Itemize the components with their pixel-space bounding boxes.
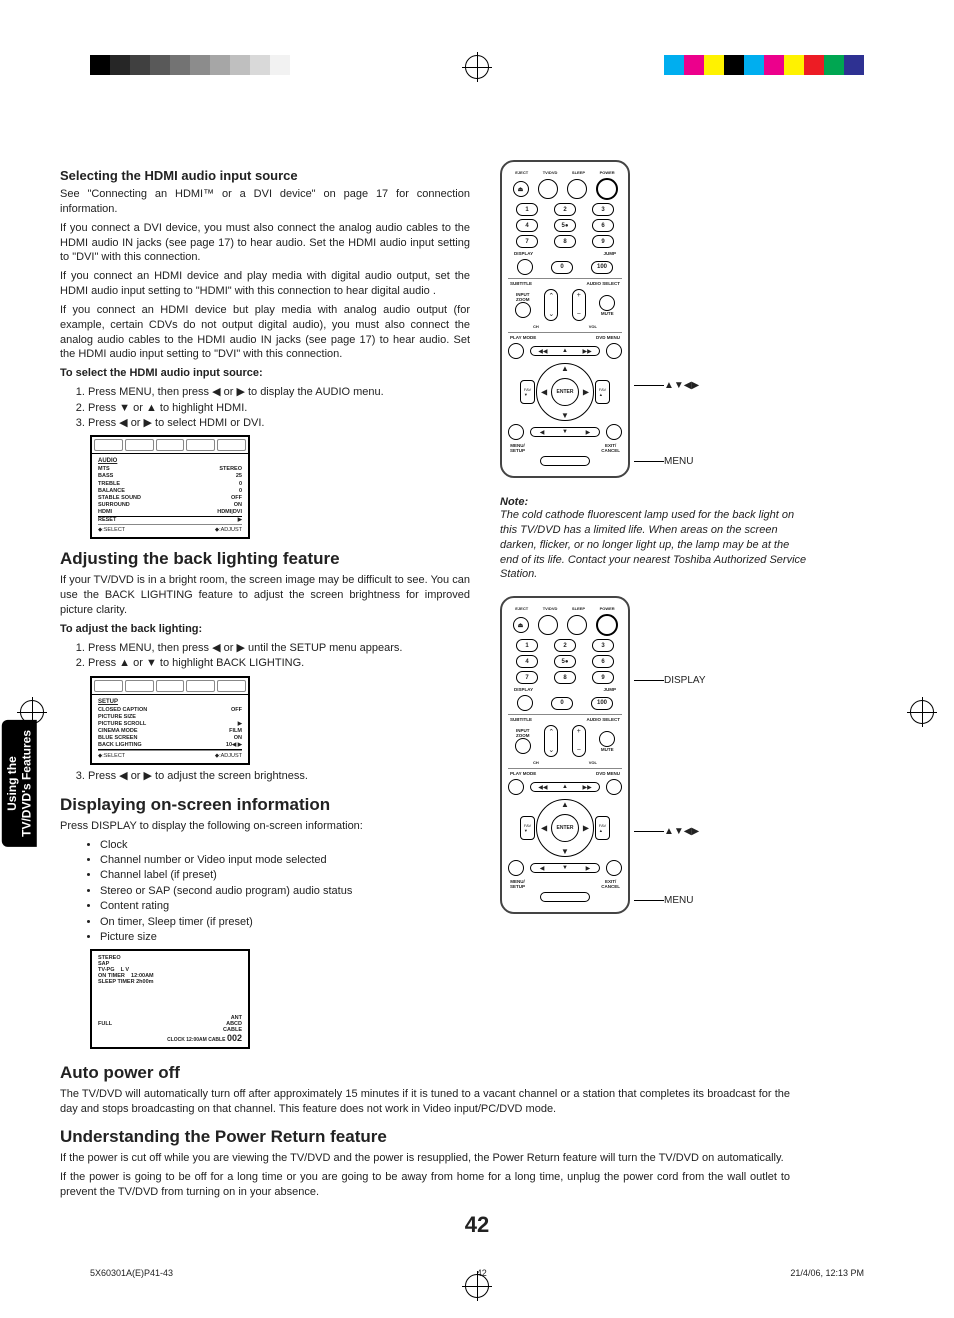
vol-rocker: +− bbox=[572, 289, 586, 321]
sleep-button bbox=[567, 179, 587, 199]
fav-up: FAV ▲ bbox=[595, 380, 610, 404]
step-list: Press MENU, then press ◀ or ▶ to display… bbox=[88, 385, 470, 431]
body-text: The TV/DVD will automatically turn off a… bbox=[60, 1087, 790, 1117]
heading-autopower: Auto power off bbox=[60, 1063, 790, 1083]
registration-mark-bottom bbox=[465, 1274, 489, 1298]
step-list: Press MENU, then press ◀ or ▶ until the … bbox=[88, 641, 470, 672]
body-text: If the power is going to be off for a lo… bbox=[60, 1170, 790, 1200]
registration-mark-right bbox=[910, 700, 934, 724]
tvdvd-button bbox=[538, 179, 558, 199]
callout-arrows: ▲▼◀▶ bbox=[664, 380, 699, 391]
osd-menu-audio: AUDIO MTSSTEREOBASS25TREBLE0BALANCE0STAB… bbox=[90, 435, 250, 539]
osd-menu-setup: SETUP CLOSED CAPTIONOFFPICTURE SIZEPICTU… bbox=[90, 676, 250, 766]
step-list: Press ◀ or ▶ to adjust the screen bright… bbox=[88, 769, 470, 784]
remote-diagram-2: EJECTTV/DVDSLEEPPOWER ⏏ 123 45●6 789 DI bbox=[500, 596, 810, 922]
body-text: If you connect a DVI device, you must al… bbox=[60, 221, 470, 266]
ch-rocker: ⌃⌄ bbox=[544, 289, 558, 321]
enter-button: ENTER bbox=[551, 378, 579, 406]
eject-button: ⏏ bbox=[513, 617, 529, 633]
bullet-list: Clock Channel number or Video input mode… bbox=[100, 838, 470, 946]
body-text: If you connect an HDMI device and play m… bbox=[60, 269, 470, 299]
heading-display-info: Displaying on-screen information bbox=[60, 795, 470, 815]
body-text: If your TV/DVD is in a bright room, the … bbox=[60, 573, 470, 618]
osd-display-box: STEREO SAP TV-PG L V ON TIMER 12:00AM SL… bbox=[90, 949, 250, 1049]
heading-hdmi: Selecting the HDMI audio input source bbox=[60, 168, 470, 183]
instruction-heading: To select the HDMI audio input source: bbox=[60, 366, 470, 381]
power-button bbox=[596, 178, 618, 200]
heading-backlight: Adjusting the back lighting feature bbox=[60, 549, 470, 569]
callout-menu: MENU bbox=[664, 456, 693, 467]
heading-powerreturn: Understanding the Power Return feature bbox=[60, 1127, 790, 1147]
note-block: Note: The cold cathode fluorescent lamp … bbox=[500, 496, 810, 582]
callout-arrows: ▲▼◀▶ bbox=[664, 826, 699, 837]
remote-diagram-1: EJECTTV/DVDSLEEPPOWER ⏏ 123 45●6 789 DI bbox=[500, 160, 810, 486]
power-button bbox=[596, 614, 618, 636]
body-text: Press DISPLAY to display the following o… bbox=[60, 819, 470, 834]
side-tab: Using the TV/DVD's Features bbox=[2, 720, 37, 847]
eject-button: ⏏ bbox=[513, 181, 529, 197]
hundred-button: 100 bbox=[591, 261, 613, 274]
body-text: If the power is cut off while you are vi… bbox=[60, 1151, 790, 1166]
registration-mark-top bbox=[465, 55, 489, 79]
page-number: 42 bbox=[60, 1212, 894, 1238]
body-text: If you connect an HDMI device but play m… bbox=[60, 303, 470, 362]
fav-down: FAV ▼ bbox=[520, 380, 535, 404]
body-text: See "Connecting an HDMI™ or a DVI device… bbox=[60, 187, 470, 217]
callout-display: DISPLAY bbox=[664, 675, 706, 686]
instruction-heading: To adjust the back lighting: bbox=[60, 622, 470, 637]
callout-menu: MENU bbox=[664, 895, 693, 906]
